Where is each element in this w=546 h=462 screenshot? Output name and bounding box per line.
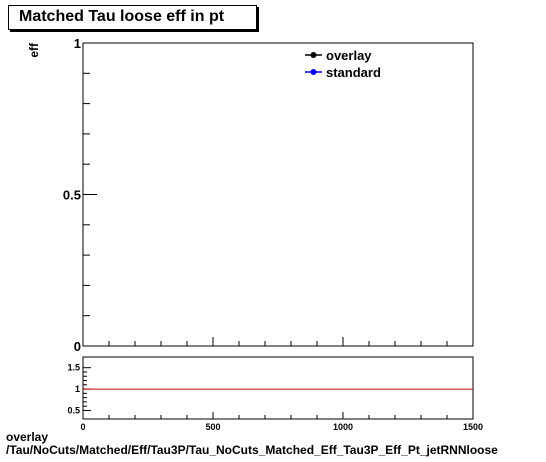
- chart-title-box: Matched Tau loose eff in pt: [8, 5, 257, 30]
- main-plot-frame: [82, 42, 474, 347]
- ratio-y-tick-label: 1: [75, 384, 80, 394]
- legend-marker: [310, 52, 317, 58]
- y-axis-label: eff: [27, 42, 41, 58]
- ratio-y-tick-label: 0.5: [67, 405, 80, 415]
- chart-title: Matched Tau loose eff in pt: [19, 8, 225, 25]
- footer-line-1: overlay: [6, 430, 49, 444]
- x-tick-label: 500: [205, 422, 220, 432]
- legend-label: overlay: [326, 48, 372, 63]
- legend-label: standard: [326, 65, 381, 80]
- y-tick-label: 0.5: [63, 188, 81, 203]
- ratio-plot-frame: [82, 356, 474, 420]
- legend-marker: [310, 69, 317, 75]
- x-tick-label: 1000: [333, 422, 353, 432]
- y-tick-label: 0: [74, 339, 81, 354]
- footer-line-2: /Tau/NoCuts/Matched/Eff/Tau3P/Tau_NoCuts…: [6, 443, 498, 457]
- y-tick-label: 1: [74, 36, 81, 51]
- x-tick-label: 1500: [463, 422, 483, 432]
- x-tick-label: 0: [80, 422, 85, 432]
- ratio-y-tick-label: 1.5: [67, 363, 80, 373]
- footer: overlay /Tau/NoCuts/Matched/Eff/Tau3P/Ta…: [6, 431, 498, 457]
